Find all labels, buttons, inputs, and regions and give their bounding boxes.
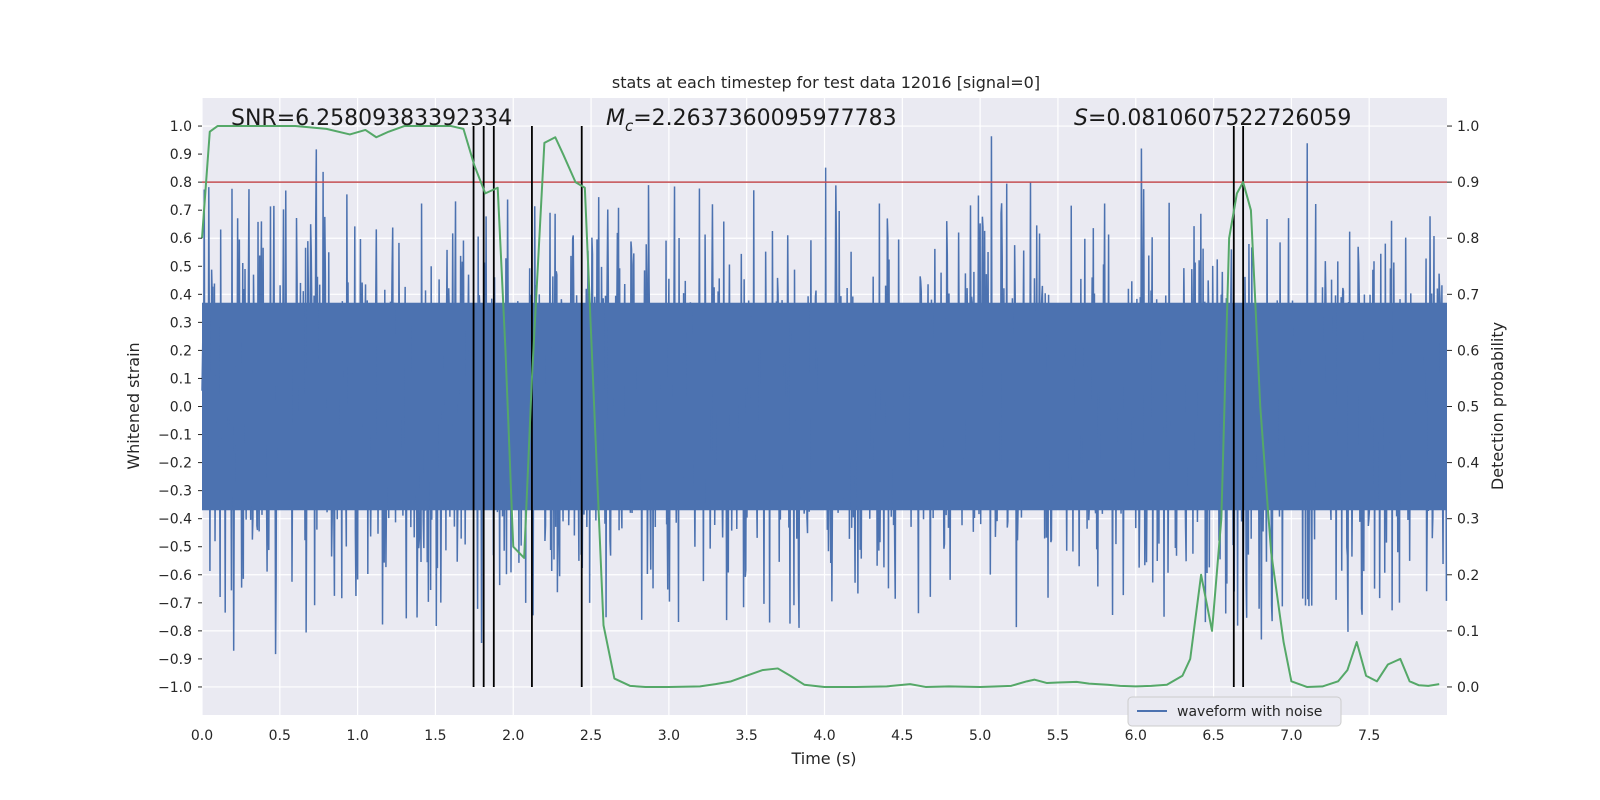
y-tick-label: 0.9 — [170, 147, 192, 163]
y-tick-label: −0.5 — [158, 540, 192, 556]
y2-tick-label: 0.2 — [1457, 568, 1479, 584]
s-symbol: S — [1074, 106, 1088, 131]
x-tick-label: 2.0 — [502, 728, 524, 744]
snr-annotation: SNR=6.25809383392334 — [231, 106, 512, 131]
y-tick-label: −0.1 — [158, 428, 192, 444]
y-tick-label: 0.4 — [170, 287, 192, 303]
x-tick-label: 5.0 — [969, 728, 991, 744]
x-tick-label: 3.5 — [736, 728, 758, 744]
x-tick-label: 5.5 — [1047, 728, 1069, 744]
y-axis-ticks: 1.0 0.9 0.8 0.7 0.6 0.5 0.4 0.3 0.2 0.1 0.0 −0.1 −0.… — [158, 119, 202, 696]
y2-tick-label: 0.4 — [1457, 456, 1479, 472]
chirp-mass-annotation: Mc=2.2637360095977783 — [606, 106, 897, 135]
y2-tick-label: 0.5 — [1457, 400, 1479, 416]
vertical-markers — [472, 126, 1245, 687]
x-tick-label: 6.0 — [1125, 728, 1147, 744]
x-tick-label: 1.5 — [424, 728, 446, 744]
y-tick-label: −0.4 — [158, 512, 192, 528]
waveform-line — [201, 136, 1448, 655]
y-axis-label: Whitened strain — [124, 342, 143, 469]
x-axis-label: Time (s) — [790, 749, 856, 768]
legend: waveform with noise — [1127, 696, 1342, 727]
y2-tick-label: 0.8 — [1457, 231, 1479, 247]
x-tick-label: 7.5 — [1358, 728, 1380, 744]
y-tick-label: −0.2 — [158, 456, 192, 472]
y2-tick-label: 0.0 — [1457, 680, 1479, 696]
y-tick-label: 0.6 — [170, 231, 192, 247]
y-tick-label: −0.3 — [158, 484, 192, 500]
x-tick-label: 4.5 — [891, 728, 913, 744]
probability-series — [201, 125, 1440, 688]
y-tick-label: 0.3 — [170, 315, 192, 331]
y-tick-label: 0.1 — [170, 371, 192, 387]
x-tick-label: 3.0 — [658, 728, 680, 744]
chirp-mass-subscript: c — [625, 117, 634, 135]
x-tick-label: 0.5 — [269, 728, 291, 744]
waveform-series — [201, 136, 1448, 655]
chart-title: stats at each timestep for test data 120… — [612, 73, 1040, 92]
y2-tick-label: 0.6 — [1457, 343, 1479, 359]
x-tick-label: 6.5 — [1202, 728, 1224, 744]
y-tick-label: 0.8 — [170, 175, 192, 191]
s-value: =0.0810607522726059 — [1088, 106, 1351, 131]
y-tick-label: 0.0 — [170, 400, 192, 416]
y2-axis-ticks: 1.0 0.9 0.8 0.7 0.6 0.5 0.4 0.3 0.2 0.1 0.0 — [1447, 119, 1479, 696]
legend-box — [1127, 696, 1342, 727]
legend-entry-waveform: waveform with noise — [1177, 704, 1322, 720]
x-tick-label: 0.0 — [191, 728, 213, 744]
y-tick-label: −0.8 — [158, 624, 192, 640]
y2-tick-label: 0.7 — [1457, 287, 1479, 303]
y-tick-label: 1.0 — [170, 119, 192, 135]
y2-tick-label: 0.1 — [1457, 624, 1479, 640]
y-tick-label: 0.2 — [170, 343, 192, 359]
x-tick-label: 2.5 — [580, 728, 602, 744]
y2-tick-label: 1.0 — [1457, 119, 1479, 135]
y2-axis-label: Detection probability — [1488, 322, 1507, 490]
chirp-mass-value: =2.2637360095977783 — [633, 106, 896, 131]
probability-line — [201, 125, 1440, 688]
chirp-mass-symbol: M — [606, 106, 625, 131]
y-tick-label: −0.6 — [158, 568, 192, 584]
s-annotation: S=0.0810607522726059 — [1074, 106, 1351, 131]
y-tick-label: 0.5 — [170, 259, 192, 275]
y2-tick-label: 0.3 — [1457, 512, 1479, 528]
y-tick-label: −1.0 — [158, 680, 192, 696]
x-tick-label: 1.0 — [346, 728, 368, 744]
x-tick-label: 4.0 — [813, 728, 835, 744]
y-tick-label: −0.9 — [158, 652, 192, 668]
y2-tick-label: 0.9 — [1457, 175, 1479, 191]
x-axis-ticks: 0.0 0.5 1.0 1.5 2.0 2.5 3.0 3.5 4.0 4.5 5.0 5.5 6.0 6… — [191, 728, 1380, 744]
y-tick-label: 0.7 — [170, 203, 192, 219]
x-tick-label: 7.0 — [1280, 728, 1302, 744]
y-tick-label: −0.7 — [158, 596, 192, 612]
